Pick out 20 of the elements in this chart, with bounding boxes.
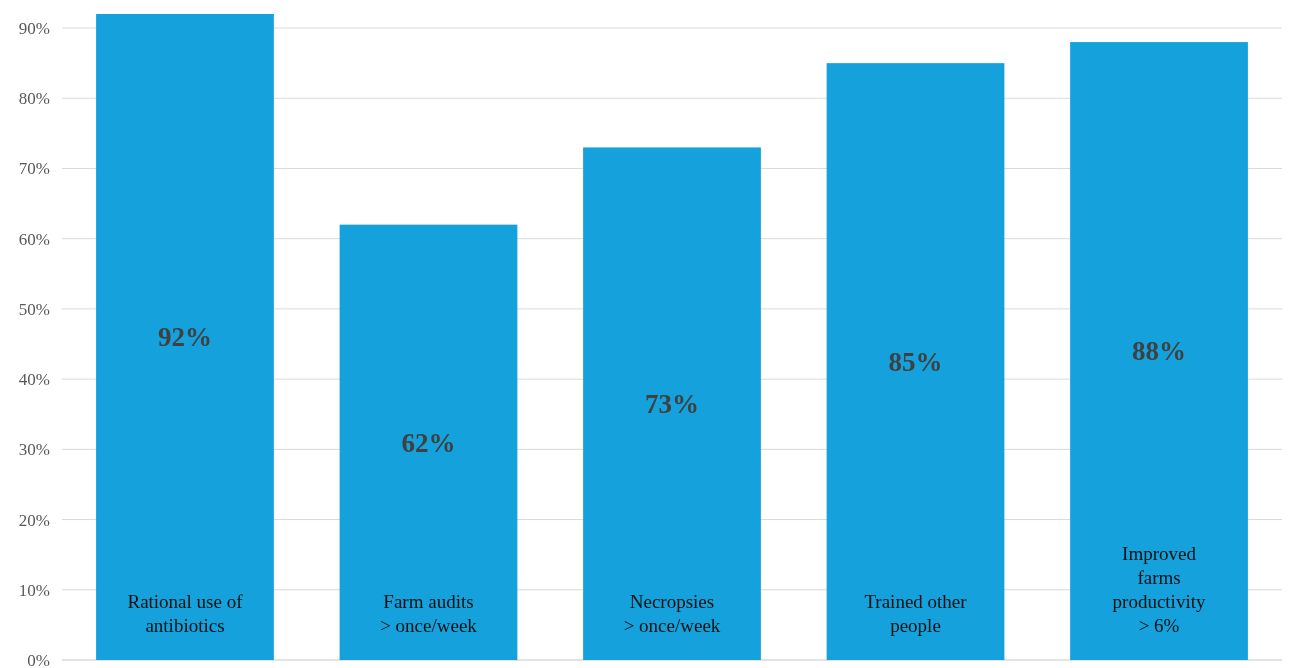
x-tick-label: Necropsies > once/week [623,591,721,636]
y-tick-label: 90% [18,18,50,38]
y-tick-label: 40% [18,370,50,390]
x-tick-label: Trained other people [864,591,968,636]
data-label: 85% [888,347,943,378]
y-tick-label: 30% [18,440,50,460]
y-tick-label: 80% [18,89,50,109]
x-tick-label: Rational use of antibiotics [127,591,244,636]
y-tick-label: 0% [27,650,50,668]
data-label: 73% [645,389,699,420]
data-label: 88% [1132,336,1187,367]
x-tick-label: Improved farms productivity > 6% [1112,543,1206,636]
y-tick-label: 10% [18,580,50,600]
data-label: 62% [401,427,456,458]
data-label: 92% [157,322,212,353]
y-tick-label: 60% [18,229,50,249]
y-tick-label: 50% [18,299,50,319]
y-tick-label: 70% [18,159,50,179]
y-tick-label: 20% [18,510,50,530]
x-tick-label: Farm audits > once/week [380,591,478,636]
